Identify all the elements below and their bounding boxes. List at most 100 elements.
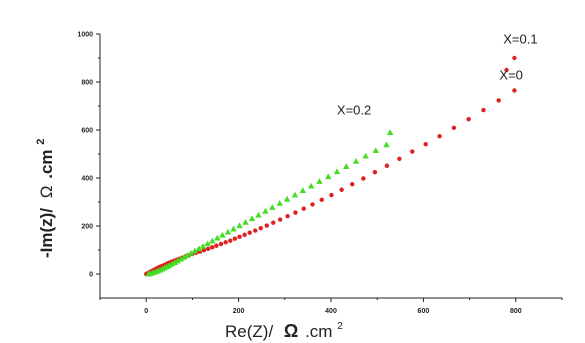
y-tick-label: 400 bbox=[81, 176, 93, 183]
data-point bbox=[299, 187, 307, 194]
x-tick-label: 600 bbox=[418, 308, 430, 315]
data-point bbox=[219, 231, 226, 238]
x-tick-label: 0 bbox=[144, 308, 148, 315]
y-tick-label: 1000 bbox=[77, 32, 93, 39]
y-axis-title-unit: .cm bbox=[37, 149, 56, 178]
y-axis-title: -Im(z)/ Ω .cm 2 bbox=[35, 139, 56, 258]
data-point bbox=[329, 192, 334, 198]
data-point bbox=[512, 88, 517, 93]
data-point bbox=[195, 245, 203, 252]
data-point bbox=[423, 141, 428, 147]
data-point bbox=[258, 225, 263, 231]
data-point bbox=[383, 141, 390, 148]
y-tick-label: 600 bbox=[81, 128, 93, 135]
data-point bbox=[277, 217, 283, 222]
data-point bbox=[191, 247, 198, 254]
y-axis-title-symbol: Ω bbox=[37, 186, 56, 199]
data-point bbox=[214, 243, 219, 248]
data-point bbox=[248, 215, 256, 222]
data-point bbox=[199, 242, 207, 249]
data-point bbox=[410, 149, 415, 154]
data-point bbox=[504, 67, 509, 73]
data-point bbox=[187, 249, 195, 256]
x-axis-title-text: Re(Z)/ bbox=[225, 322, 273, 341]
data-point bbox=[204, 240, 211, 247]
y-tick-label: 0 bbox=[89, 272, 93, 279]
data-point bbox=[352, 158, 360, 164]
data-point bbox=[361, 176, 366, 181]
y-axis-title-exp: 2 bbox=[35, 139, 47, 145]
data-point bbox=[437, 134, 442, 139]
annotation-label: X=0.2 bbox=[337, 102, 371, 117]
axes bbox=[99, 34, 562, 299]
data-point bbox=[397, 156, 402, 161]
data-point bbox=[276, 200, 283, 206]
data-point bbox=[339, 187, 344, 192]
data-point bbox=[451, 125, 457, 131]
x-axis-title-exp: 2 bbox=[337, 321, 343, 332]
data-point bbox=[333, 168, 341, 175]
data-point bbox=[228, 238, 233, 243]
data-point bbox=[230, 225, 237, 232]
data-point bbox=[343, 163, 350, 170]
data-point bbox=[350, 182, 355, 187]
data-point bbox=[386, 129, 394, 135]
data-point bbox=[293, 210, 298, 215]
data-point bbox=[372, 147, 380, 153]
data-point bbox=[466, 117, 471, 122]
annotation-label: X=0 bbox=[499, 68, 523, 83]
data-point bbox=[242, 232, 247, 238]
data-point bbox=[307, 182, 315, 189]
data-point bbox=[224, 228, 232, 235]
y-ticks: 0 200 400 600 800 1000 bbox=[77, 32, 100, 279]
series-0 bbox=[144, 55, 517, 277]
data-point bbox=[236, 222, 243, 229]
data-point bbox=[384, 163, 390, 168]
data-point bbox=[237, 234, 242, 239]
data-point bbox=[512, 55, 517, 61]
data-point bbox=[253, 228, 258, 233]
data-point bbox=[264, 223, 269, 228]
data-point bbox=[201, 248, 207, 253]
series-1 bbox=[145, 129, 394, 277]
data-point bbox=[218, 241, 224, 247]
data-point bbox=[184, 252, 191, 258]
data-point bbox=[319, 197, 324, 203]
series-layer bbox=[144, 55, 517, 277]
data-point bbox=[481, 107, 486, 113]
data-point bbox=[180, 254, 188, 260]
data-point bbox=[291, 191, 299, 198]
y-tick-label: 800 bbox=[81, 80, 93, 87]
data-point bbox=[214, 234, 221, 241]
data-point bbox=[205, 246, 211, 251]
data-point bbox=[177, 255, 185, 262]
data-point bbox=[325, 173, 332, 180]
data-point bbox=[301, 206, 306, 211]
data-point bbox=[174, 257, 181, 264]
annotation-label: X=0.1 bbox=[503, 32, 537, 47]
data-point bbox=[283, 195, 291, 202]
data-point bbox=[171, 259, 179, 266]
y-tick-label: 200 bbox=[81, 224, 93, 231]
x-tick-label: 400 bbox=[325, 308, 337, 315]
data-point bbox=[232, 236, 238, 241]
x-tick-label: 800 bbox=[510, 308, 522, 315]
x-axis-title-unit: .cm bbox=[305, 322, 332, 341]
data-point bbox=[316, 178, 323, 184]
x-axis-title-symbol: Ω bbox=[284, 321, 298, 341]
x-ticks: 0 200 400 600 800 bbox=[99, 298, 563, 315]
data-point bbox=[210, 245, 215, 250]
annotations: X=0.1 X=0 X=0.2 bbox=[337, 32, 538, 118]
data-point bbox=[262, 207, 269, 214]
data-point bbox=[269, 204, 276, 210]
data-point bbox=[247, 230, 252, 235]
data-point bbox=[372, 170, 378, 175]
data-point bbox=[271, 220, 276, 225]
data-point bbox=[310, 202, 315, 207]
data-point bbox=[255, 211, 262, 218]
data-point bbox=[362, 152, 369, 159]
data-point bbox=[285, 213, 290, 219]
data-point bbox=[209, 237, 216, 244]
data-point bbox=[496, 98, 501, 103]
